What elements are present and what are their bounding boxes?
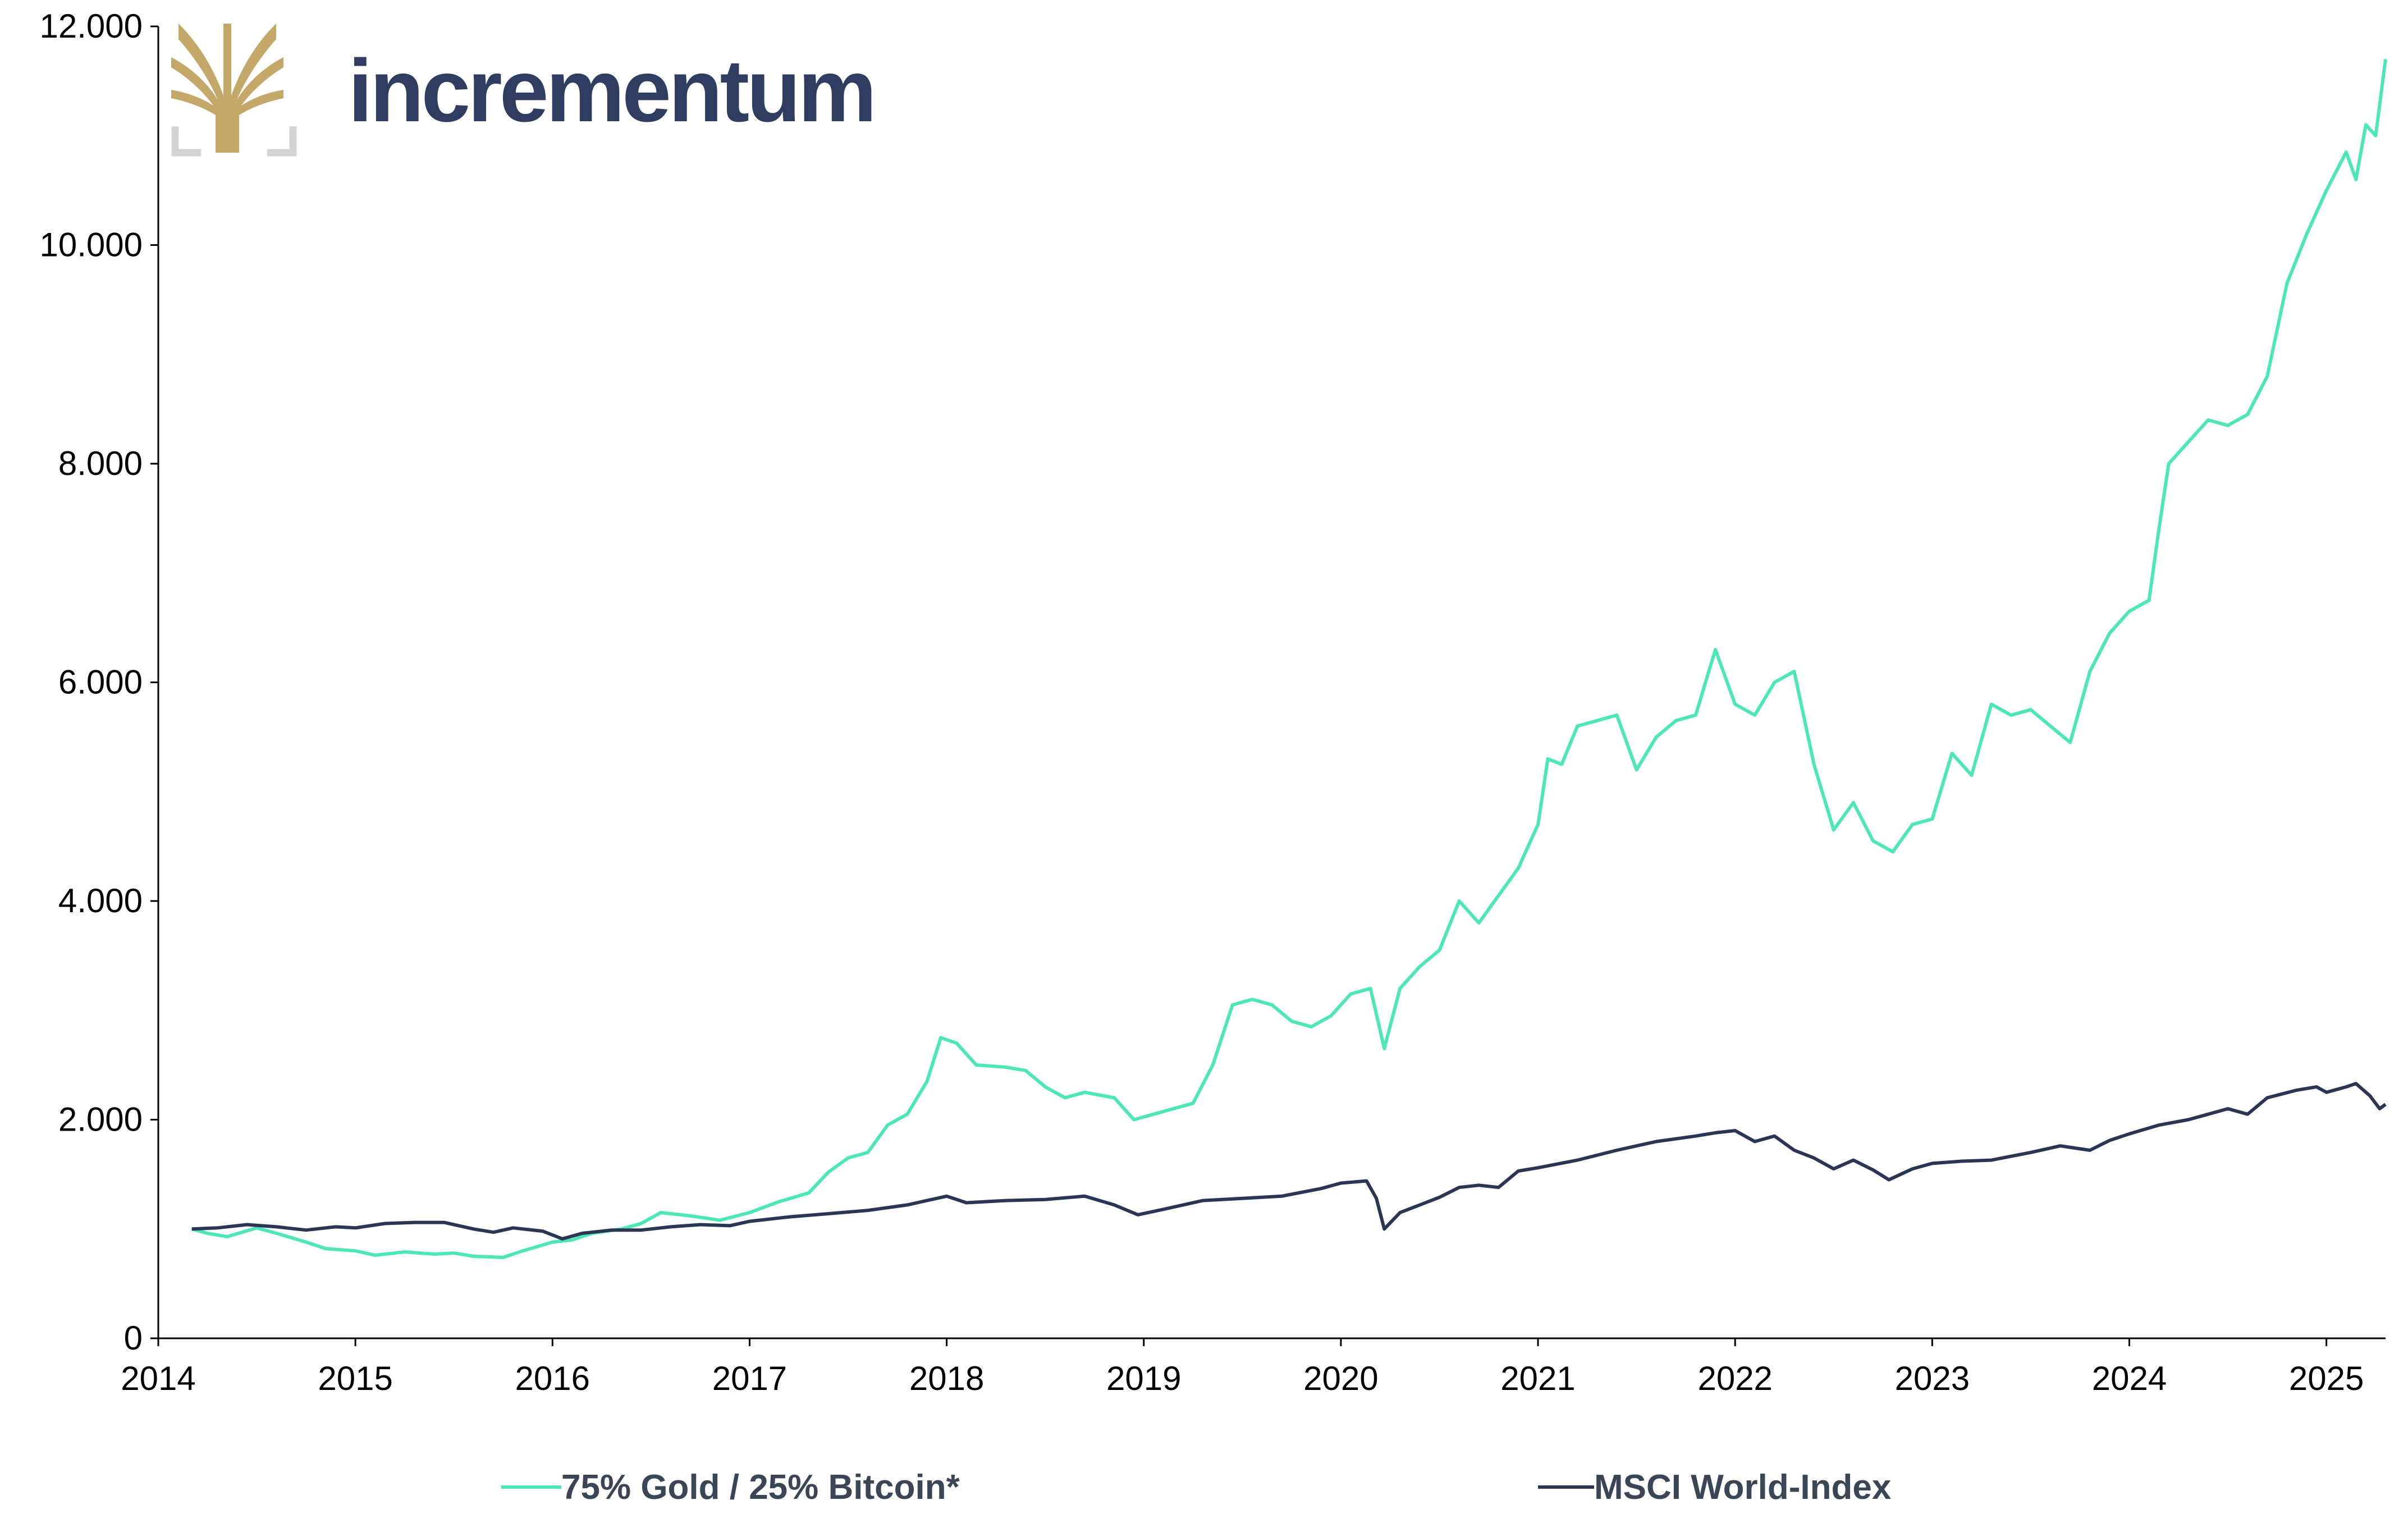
x-tick-label: 2020: [1303, 1360, 1378, 1397]
brand-name: incrementum: [348, 42, 874, 140]
x-tick-label: 2025: [2289, 1360, 2364, 1397]
x-ticks: 2014 2015 2016 2017 2018 2019 2020 2021 2022 2023…: [121, 1338, 2364, 1397]
x-tick-label: 2023: [1895, 1360, 1970, 1397]
y-tick-label: 8.000: [58, 445, 143, 482]
y-tick-label: 0: [124, 1319, 143, 1357]
legend-label-msci-world: MSCI World-Index: [1594, 1468, 1892, 1507]
legend: 75% Gold / 25% Bitcoin* MSCI World-Index: [501, 1468, 1892, 1507]
plot-area: [191, 59, 2387, 1259]
y-tick-label: 4.000: [58, 882, 143, 920]
y-axis: 0 2.000 4.000 6.000 8.000 10.000 12.000: [39, 7, 159, 1357]
x-tick-label: 2019: [1106, 1360, 1181, 1397]
incrementum-logo: incrementum: [171, 24, 877, 157]
legend-item-msci-world: MSCI World-Index: [1538, 1468, 1892, 1507]
x-tick-label: 2016: [515, 1360, 590, 1397]
y-tick-label: 12.000: [39, 7, 143, 45]
x-tick-label: 2017: [712, 1360, 787, 1397]
y-tick-label: 10.000: [39, 226, 143, 264]
x-tick-label: 2022: [1697, 1360, 1772, 1397]
y-ticks: 0 2.000 4.000 6.000 8.000 10.000 12.000: [39, 7, 158, 1357]
x-tick-label: 2021: [1500, 1360, 1575, 1397]
x-axis: 2014 2015 2016 2017 2018 2019 2020 2021 2022 2023…: [121, 1337, 2386, 1397]
x-tick-label: 2018: [909, 1360, 984, 1397]
x-tick-label: 2015: [318, 1360, 392, 1397]
y-tick-label: 6.000: [58, 664, 143, 701]
legend-label-gold-bitcoin: 75% Gold / 25% Bitcoin*: [561, 1468, 960, 1507]
x-tick-label: 2024: [2092, 1360, 2167, 1397]
x-tick-label: 2014: [121, 1360, 195, 1397]
series-line-msci-world: [191, 1082, 2387, 1241]
tree-icon: [171, 24, 297, 157]
y-tick-label: 2.000: [58, 1101, 143, 1138]
series-line-gold-bitcoin: [191, 59, 2387, 1259]
legend-item-gold-bitcoin: 75% Gold / 25% Bitcoin*: [501, 1468, 960, 1507]
